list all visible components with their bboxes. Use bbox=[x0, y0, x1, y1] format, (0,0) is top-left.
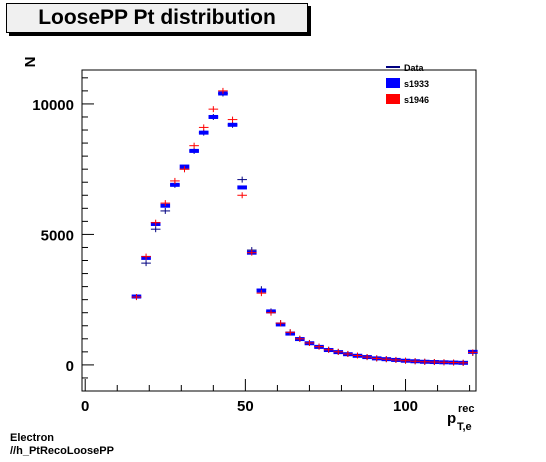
point-s1933 bbox=[170, 182, 180, 187]
point-s1933 bbox=[189, 148, 199, 153]
y-tick-label: 5000 bbox=[41, 227, 74, 244]
legend-label-1: s1933 bbox=[404, 79, 429, 89]
y-axis-label: N bbox=[22, 57, 39, 68]
x-axis-label: p bbox=[447, 410, 456, 427]
point-s1933 bbox=[208, 114, 219, 119]
x-tick-label: 100 bbox=[393, 398, 418, 415]
footer-label: Electron bbox=[10, 432, 55, 444]
footer-histogram-name: //h_PtRecoLoosePP bbox=[10, 445, 114, 457]
series-s1946 bbox=[131, 87, 478, 366]
x-axis-label-sup: rec bbox=[458, 403, 475, 415]
legend-swatch-2 bbox=[386, 94, 400, 104]
x-axis-label-sub: T,e bbox=[457, 421, 472, 433]
series-s1933 bbox=[131, 91, 478, 365]
point-s1933 bbox=[198, 130, 209, 135]
y-tick-label: 10000 bbox=[32, 97, 74, 114]
x-tick-label: 0 bbox=[81, 398, 89, 415]
point-s1933 bbox=[227, 122, 238, 127]
legend-label-0: Data bbox=[404, 63, 425, 73]
chart-title: LoosePP Pt distribution bbox=[6, 3, 308, 33]
x-tick-label: 50 bbox=[237, 398, 254, 415]
plot-frame bbox=[81, 69, 477, 392]
series-data bbox=[131, 90, 478, 366]
y-tick-label: 0 bbox=[66, 358, 74, 375]
point-s1933 bbox=[237, 185, 247, 190]
legend-label-2: s1946 bbox=[404, 95, 429, 105]
legend-swatch-1 bbox=[386, 78, 400, 88]
